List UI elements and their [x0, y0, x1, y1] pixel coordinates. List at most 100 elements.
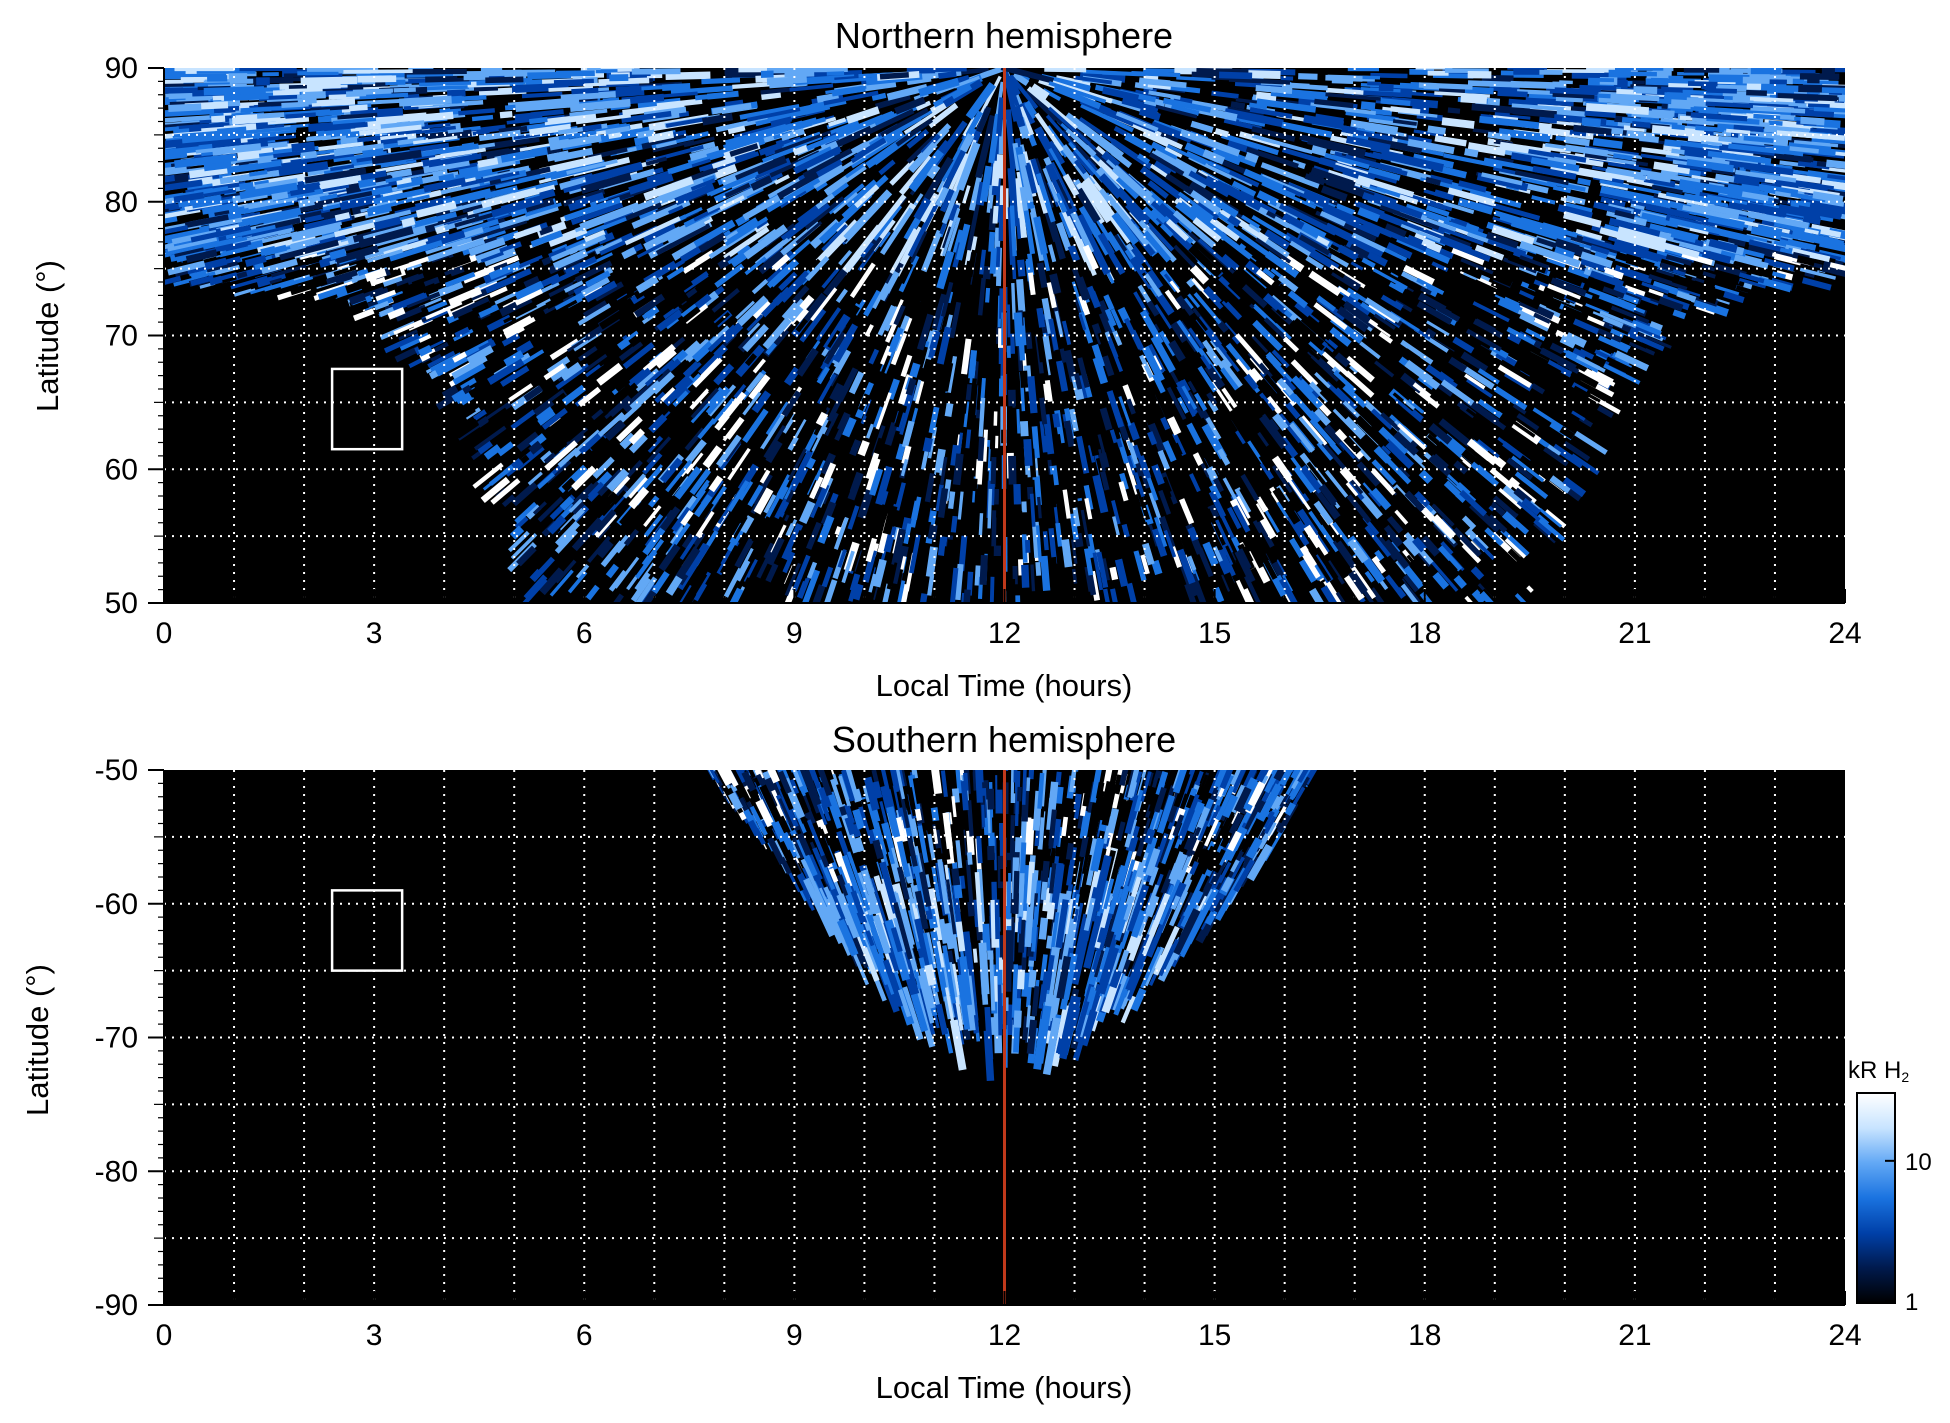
north-emission-streak: [709, 325, 732, 347]
north-emission-streak: [779, 189, 807, 209]
north-emission-streak: [1074, 75, 1113, 85]
north-emission-streak: [1561, 304, 1582, 319]
north-emission-streak: [968, 173, 983, 211]
north-emission-streak: [585, 362, 604, 378]
north-emission-streak: [736, 295, 769, 327]
north-emission-streak: [515, 371, 534, 385]
north-emission-streak: [1289, 422, 1315, 453]
north-emission-streak: [1195, 316, 1208, 332]
north-emission-streak: [684, 439, 707, 465]
north-emission-streak: [1235, 356, 1260, 385]
north-emission-streak: [724, 216, 769, 246]
north-emission-streak: [863, 289, 882, 317]
north-emission-streak: [1741, 181, 1799, 196]
north-emission-streak: [760, 414, 785, 451]
north-emission-streak: [1476, 172, 1529, 192]
north-emission-streak: [522, 444, 551, 470]
north-emission-streak: [792, 144, 809, 156]
north-emission-streak: [845, 162, 867, 179]
north-emission-streak: [690, 387, 719, 419]
north-emission-streak: [785, 518, 798, 537]
north-emission-streak: [860, 241, 874, 258]
north-emission-streak: [832, 333, 854, 363]
north-emission-streak: [1359, 204, 1421, 234]
north-emission-streak: [543, 363, 566, 381]
north-emission-streak: [996, 97, 1005, 137]
north-emission-streak: [1298, 339, 1321, 361]
north-emission-streak: [1161, 156, 1176, 169]
north-emission-streak: [1146, 419, 1166, 453]
north-emission-streak: [472, 129, 490, 136]
north-emission-streak: [1142, 542, 1155, 566]
north-emission-streak: [554, 559, 577, 584]
north-emission-streak: [1034, 112, 1064, 152]
north-emission-streak: [1556, 109, 1586, 119]
north-emission-streak: [1606, 157, 1637, 166]
north-emission-streak: [1599, 191, 1638, 204]
north-emission-streak: [978, 513, 984, 536]
north-emission-streak: [201, 202, 239, 215]
north-emission-streak: [843, 499, 857, 521]
north-emission-streak: [989, 576, 995, 603]
north-emission-streak: [841, 550, 855, 584]
north-emission-streak: [1682, 205, 1731, 220]
north-emission-streak: [1492, 495, 1519, 520]
north-emission-streak: [1151, 528, 1168, 558]
north-emission-streak: [987, 315, 996, 355]
north-emission-streak: [571, 482, 595, 507]
north-emission-streak: [164, 179, 203, 192]
north-emission-streak: [1047, 106, 1097, 151]
north-emission-streak: [483, 397, 505, 414]
north-emission-streak: [936, 326, 952, 365]
north-emission-streak: [707, 311, 731, 333]
north-emission-streak: [472, 205, 492, 215]
north-emission-streak: [706, 187, 754, 213]
north-emission-streak: [1172, 210, 1216, 248]
north-emission-streak: [1176, 76, 1216, 82]
north-emission-streak: [419, 81, 472, 87]
north-emission-streak: [1486, 231, 1519, 249]
north-emission-streak: [1362, 556, 1386, 584]
north-emission-streak: [846, 362, 865, 391]
north-emission-streak: [1271, 349, 1290, 369]
north-emission-streak: [1461, 515, 1477, 531]
north-emission-streak: [771, 254, 791, 272]
north-emission-streak: [1821, 265, 1845, 278]
north-emission-streak: [444, 271, 476, 288]
north-emission-streak: [865, 537, 878, 563]
north-emission-streak: [982, 429, 988, 462]
north-emission-streak: [846, 106, 880, 124]
north-emission-streak: [755, 219, 769, 230]
north-emission-streak: [1398, 466, 1411, 479]
north-emission-streak: [589, 435, 607, 452]
north-emission-streak: [1626, 331, 1665, 352]
north-emission-streak: [1714, 284, 1740, 296]
north-emission-streak: [1123, 317, 1143, 350]
north-emission-streak: [1660, 118, 1715, 126]
north-emission-streak: [883, 525, 897, 553]
north-emission-streak: [884, 306, 899, 332]
north-emission-streak: [858, 393, 870, 411]
north-emission-streak: [1543, 446, 1569, 467]
north-emission-streak: [578, 430, 604, 455]
north-emission-streak: [1039, 454, 1051, 495]
north-emission-streak: [648, 414, 668, 434]
north-emission-streak: [566, 282, 584, 296]
north-emission-streak: [809, 483, 830, 519]
north-emission-streak: [1318, 524, 1340, 553]
north-emission-streak: [727, 447, 751, 481]
north-emission-streak: [782, 551, 796, 574]
north-emission-streak: [203, 236, 248, 250]
north-emission-streak: [954, 563, 964, 601]
north-emission-streak: [1641, 147, 1680, 157]
north-emission-streak: [794, 344, 810, 363]
north-emission-streak: [1097, 434, 1109, 467]
north-emission-streak: [1672, 269, 1686, 277]
north-emission-streak: [891, 526, 902, 541]
north-emission-streak: [1440, 379, 1475, 406]
north-emission-streak: [1390, 374, 1415, 396]
north-emission-streak: [939, 188, 955, 213]
north-emission-streak: [1431, 503, 1455, 527]
north-emission-streak: [427, 129, 473, 142]
